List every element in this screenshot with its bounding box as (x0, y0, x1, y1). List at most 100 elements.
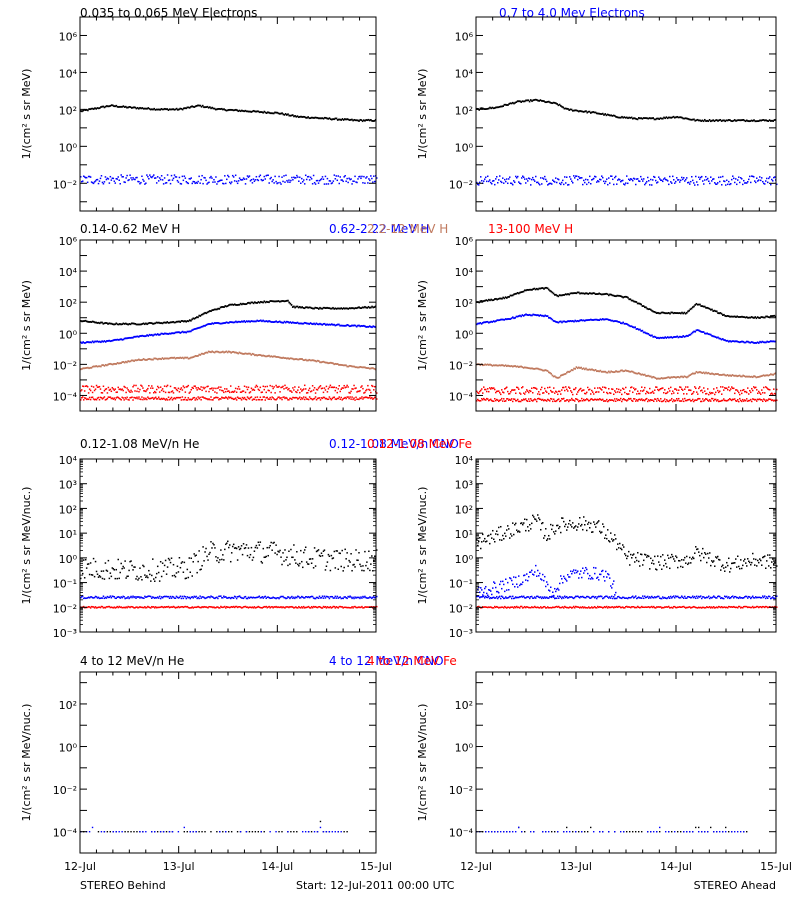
data-point (313, 389, 315, 391)
data-point (301, 178, 303, 180)
data-point (172, 390, 174, 392)
data-point (128, 570, 130, 572)
data-point (642, 330, 644, 332)
data-point (290, 549, 292, 551)
data-point (296, 392, 298, 394)
data-point (681, 177, 683, 179)
data-point (132, 177, 134, 179)
data-point (164, 385, 166, 387)
data-point (170, 386, 172, 388)
data-point (366, 389, 368, 391)
data-point (595, 176, 597, 178)
data-point (750, 399, 752, 401)
data-point (636, 393, 638, 395)
data-point (243, 543, 245, 545)
data-point (678, 398, 680, 400)
data-point (574, 177, 576, 179)
data-point (554, 181, 556, 183)
data-point (602, 386, 604, 388)
data-point (196, 399, 198, 401)
data-point (251, 396, 253, 398)
data-point (351, 396, 353, 398)
data-point (607, 393, 609, 395)
data-point (163, 391, 165, 393)
data-point (332, 596, 334, 598)
data-point (160, 179, 162, 181)
data-point (193, 397, 195, 399)
data-point (750, 182, 752, 184)
data-point (335, 567, 337, 569)
data-point (260, 397, 262, 399)
data-point (298, 386, 300, 388)
data-point (663, 400, 665, 402)
data-point (312, 558, 314, 560)
data-point (701, 401, 703, 403)
data-point (606, 399, 608, 401)
data-point (193, 181, 195, 183)
data-point (278, 176, 280, 178)
data-point (157, 176, 159, 178)
data-point (580, 400, 582, 402)
data-point (667, 391, 669, 393)
data-point (311, 390, 313, 392)
data-point (104, 578, 106, 580)
data-point (97, 179, 99, 181)
data-point (694, 184, 696, 186)
data-point (215, 556, 217, 558)
data-point (733, 388, 735, 390)
data-point (171, 557, 173, 559)
data-point (292, 179, 294, 181)
series-red (80, 606, 378, 609)
data-point (251, 179, 253, 181)
data-point (264, 389, 266, 391)
data-point (245, 547, 247, 549)
data-point (138, 396, 140, 398)
data-point (585, 179, 587, 181)
data-point (357, 178, 359, 180)
data-point (352, 388, 354, 390)
data-point (218, 386, 220, 388)
data-point (96, 385, 98, 387)
data-point (688, 182, 690, 184)
data-point (204, 551, 206, 553)
data-point (260, 541, 262, 543)
data-point (100, 178, 102, 180)
data-point (738, 401, 740, 403)
data-point (538, 391, 540, 393)
data-point (632, 180, 634, 182)
data-point (231, 552, 233, 554)
data-point (129, 174, 131, 176)
data-point (325, 389, 327, 391)
data-point (635, 400, 637, 402)
data-point (298, 596, 300, 598)
data-point (764, 183, 766, 185)
data-point (695, 176, 697, 178)
data-point (191, 575, 193, 577)
chart-title-part: 0.12-1.08 MeV Fe (367, 437, 472, 451)
data-point (751, 401, 753, 403)
data-point (284, 385, 286, 387)
data-point (298, 180, 300, 182)
data-point (98, 397, 100, 399)
data-point (576, 175, 578, 177)
data-point (299, 177, 301, 179)
data-point (648, 180, 650, 182)
data-point (158, 396, 160, 398)
data-point (89, 388, 91, 390)
data-point (600, 179, 602, 181)
data-point (646, 181, 648, 183)
data-point (546, 391, 548, 393)
data-point (104, 390, 106, 392)
y-tick-label: 10² (455, 297, 473, 310)
data-point (583, 389, 585, 391)
data-point (269, 397, 271, 399)
data-point (643, 389, 645, 391)
data-point (275, 385, 277, 387)
data-point (361, 597, 363, 599)
data-point (349, 561, 351, 563)
data-point (641, 178, 643, 180)
data-point (500, 399, 502, 401)
data-point (111, 179, 113, 181)
data-point (197, 561, 199, 563)
